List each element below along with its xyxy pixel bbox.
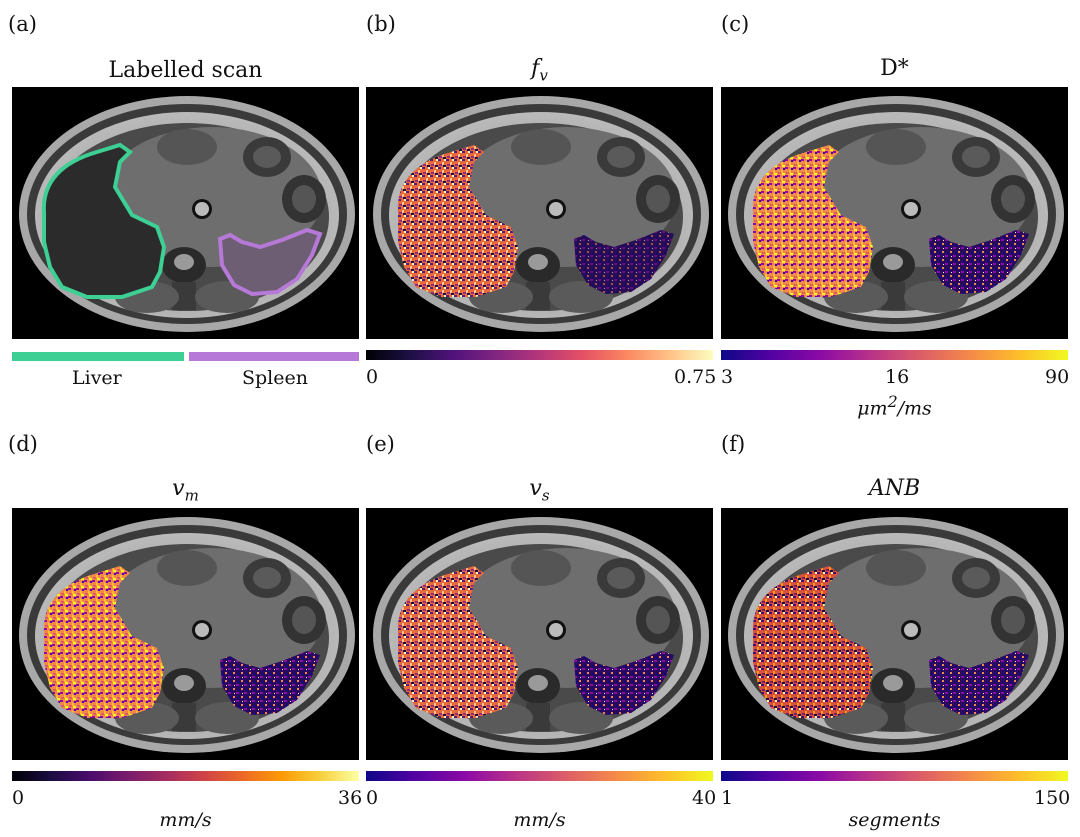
- spleen-legend-label: Spleen: [242, 367, 308, 389]
- panel-c-scan: [721, 87, 1068, 339]
- panel-f-letter: (f): [721, 432, 746, 456]
- spleen-legend-swatch: [189, 352, 359, 361]
- panel-b-colorbar: [366, 350, 713, 360]
- panel-b-tick-max: 0.75: [674, 366, 717, 388]
- panel-b-title: fv: [531, 56, 548, 85]
- panel-f-tick-min: 1: [721, 787, 734, 809]
- panel-e-colorbar: [366, 771, 713, 781]
- panel-d-tick-min: 0: [12, 787, 25, 809]
- panel-a-title: Labelled scan: [108, 58, 263, 83]
- panel-f-scan: [721, 508, 1068, 760]
- spleen-outline: [217, 227, 323, 297]
- liver-legend-swatch: [12, 352, 184, 361]
- panel-d-scan: [12, 508, 359, 760]
- panel-e-tick-max: 40: [692, 787, 717, 809]
- panel-f-unit: segments: [848, 809, 941, 831]
- panel-f-title: ANB: [868, 476, 921, 501]
- panel-c-letter: (c): [721, 12, 750, 36]
- panel-c-unit: μm2/ms: [857, 392, 932, 420]
- panel-e-title: vs: [529, 476, 550, 505]
- panel-d-title: vm: [172, 476, 199, 505]
- panel-e-unit: mm/s: [513, 809, 566, 831]
- panel-f-colorbar: [721, 771, 1068, 781]
- panel-d-unit: mm/s: [159, 809, 212, 831]
- panel-c-tick-min: 3: [721, 366, 734, 388]
- panel-f-tick-max: 150: [1034, 787, 1071, 809]
- panel-d-tick-max: 36: [338, 787, 363, 809]
- panel-d-colorbar: [12, 771, 359, 781]
- panel-e-letter: (e): [366, 432, 395, 456]
- panel-c-tick-mid: 16: [885, 366, 910, 388]
- panel-b-tick-min: 0: [366, 366, 379, 388]
- panel-b-letter: (b): [366, 12, 396, 36]
- liver-legend-label: Liver: [72, 367, 122, 389]
- panel-a-letter: (a): [8, 12, 37, 36]
- panel-c-title: D*: [880, 56, 909, 81]
- liver-outline: [41, 142, 167, 299]
- panel-e-scan: [366, 508, 713, 760]
- panel-d-letter: (d): [8, 432, 38, 456]
- panel-c-tick-max: 90: [1045, 366, 1070, 388]
- panel-e-tick-min: 0: [366, 787, 379, 809]
- panel-c-colorbar: [721, 350, 1068, 360]
- panel-b-scan: [366, 87, 713, 339]
- panel-a-scan: [12, 87, 359, 339]
